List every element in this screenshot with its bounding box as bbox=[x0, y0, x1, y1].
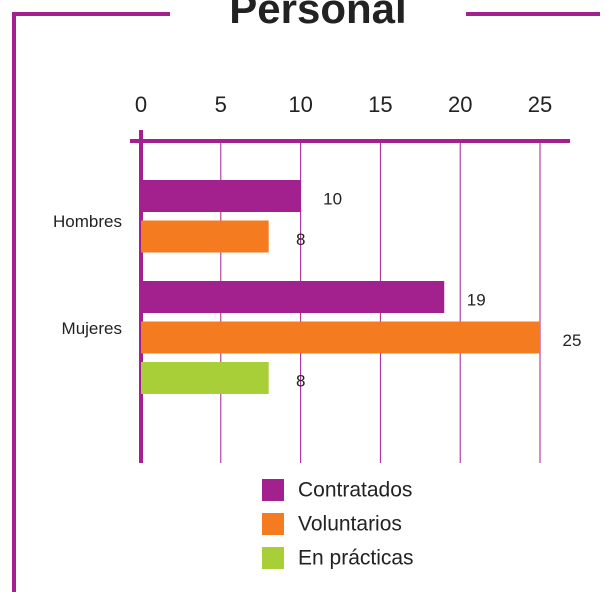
bar bbox=[141, 362, 269, 394]
value-label: 8 bbox=[296, 371, 305, 390]
legend-swatch bbox=[262, 513, 284, 535]
bar bbox=[141, 281, 445, 313]
legend-label: Voluntarios bbox=[298, 513, 402, 536]
frame bbox=[12, 12, 600, 592]
value-label: 8 bbox=[296, 230, 305, 249]
x-tick-label: 15 bbox=[368, 92, 392, 117]
value-label: 25 bbox=[563, 331, 582, 350]
x-tick-label: 20 bbox=[448, 92, 472, 117]
chart-title: Personal bbox=[229, 0, 406, 32]
x-tick-label: 10 bbox=[288, 92, 312, 117]
legend-swatch bbox=[262, 479, 284, 501]
y-tick-label: Hombres bbox=[53, 212, 122, 231]
x-tick-label: 25 bbox=[528, 92, 552, 117]
bar bbox=[141, 220, 269, 253]
bar bbox=[141, 180, 301, 212]
legend-label: En prácticas bbox=[298, 547, 414, 570]
x-tick-label: 5 bbox=[215, 92, 227, 117]
legend-label: Contratados bbox=[298, 479, 412, 502]
value-label: 19 bbox=[467, 290, 486, 309]
bar bbox=[141, 321, 540, 354]
value-label: 10 bbox=[323, 189, 342, 208]
legend-swatch bbox=[262, 547, 284, 569]
y-tick-label: Mujeres bbox=[62, 319, 122, 338]
x-tick-label: 0 bbox=[135, 92, 147, 117]
